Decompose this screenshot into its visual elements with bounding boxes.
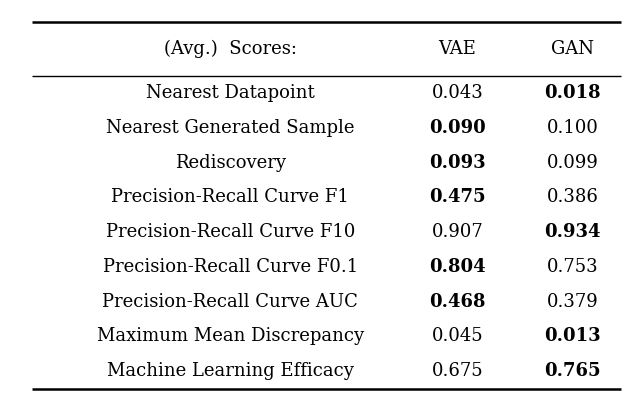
Text: 0.013: 0.013 [545, 327, 601, 346]
Text: 0.090: 0.090 [429, 119, 486, 137]
Text: 0.043: 0.043 [432, 84, 483, 102]
Text: 0.765: 0.765 [545, 362, 601, 380]
Text: 0.675: 0.675 [432, 362, 483, 380]
Text: 0.753: 0.753 [547, 258, 598, 276]
Text: 0.100: 0.100 [547, 119, 599, 137]
Text: Precision-Recall Curve F0.1: Precision-Recall Curve F0.1 [103, 258, 358, 276]
Text: 0.475: 0.475 [429, 188, 486, 207]
Text: Nearest Datapoint: Nearest Datapoint [146, 84, 315, 102]
Text: 0.907: 0.907 [432, 223, 483, 241]
Text: 0.804: 0.804 [429, 258, 486, 276]
Text: Machine Learning Efficacy: Machine Learning Efficacy [107, 362, 354, 380]
Text: 0.934: 0.934 [545, 223, 601, 241]
Text: Precision-Recall Curve F1: Precision-Recall Curve F1 [111, 188, 349, 207]
Text: (Avg.)  Scores:: (Avg.) Scores: [164, 40, 297, 58]
Text: 0.018: 0.018 [545, 84, 601, 102]
Text: Precision-Recall Curve AUC: Precision-Recall Curve AUC [102, 292, 358, 311]
Text: 0.468: 0.468 [429, 292, 486, 311]
Text: GAN: GAN [551, 40, 595, 58]
Text: 0.099: 0.099 [547, 153, 599, 172]
Text: Rediscovery: Rediscovery [175, 153, 286, 172]
Text: 0.093: 0.093 [429, 153, 486, 172]
Text: 0.386: 0.386 [547, 188, 599, 207]
Text: 0.045: 0.045 [432, 327, 483, 346]
Text: Maximum Mean Discrepancy: Maximum Mean Discrepancy [97, 327, 364, 346]
Text: 0.379: 0.379 [547, 292, 598, 311]
Text: VAE: VAE [438, 40, 477, 58]
Text: Nearest Generated Sample: Nearest Generated Sample [106, 119, 355, 137]
Text: Precision-Recall Curve F10: Precision-Recall Curve F10 [106, 223, 355, 241]
